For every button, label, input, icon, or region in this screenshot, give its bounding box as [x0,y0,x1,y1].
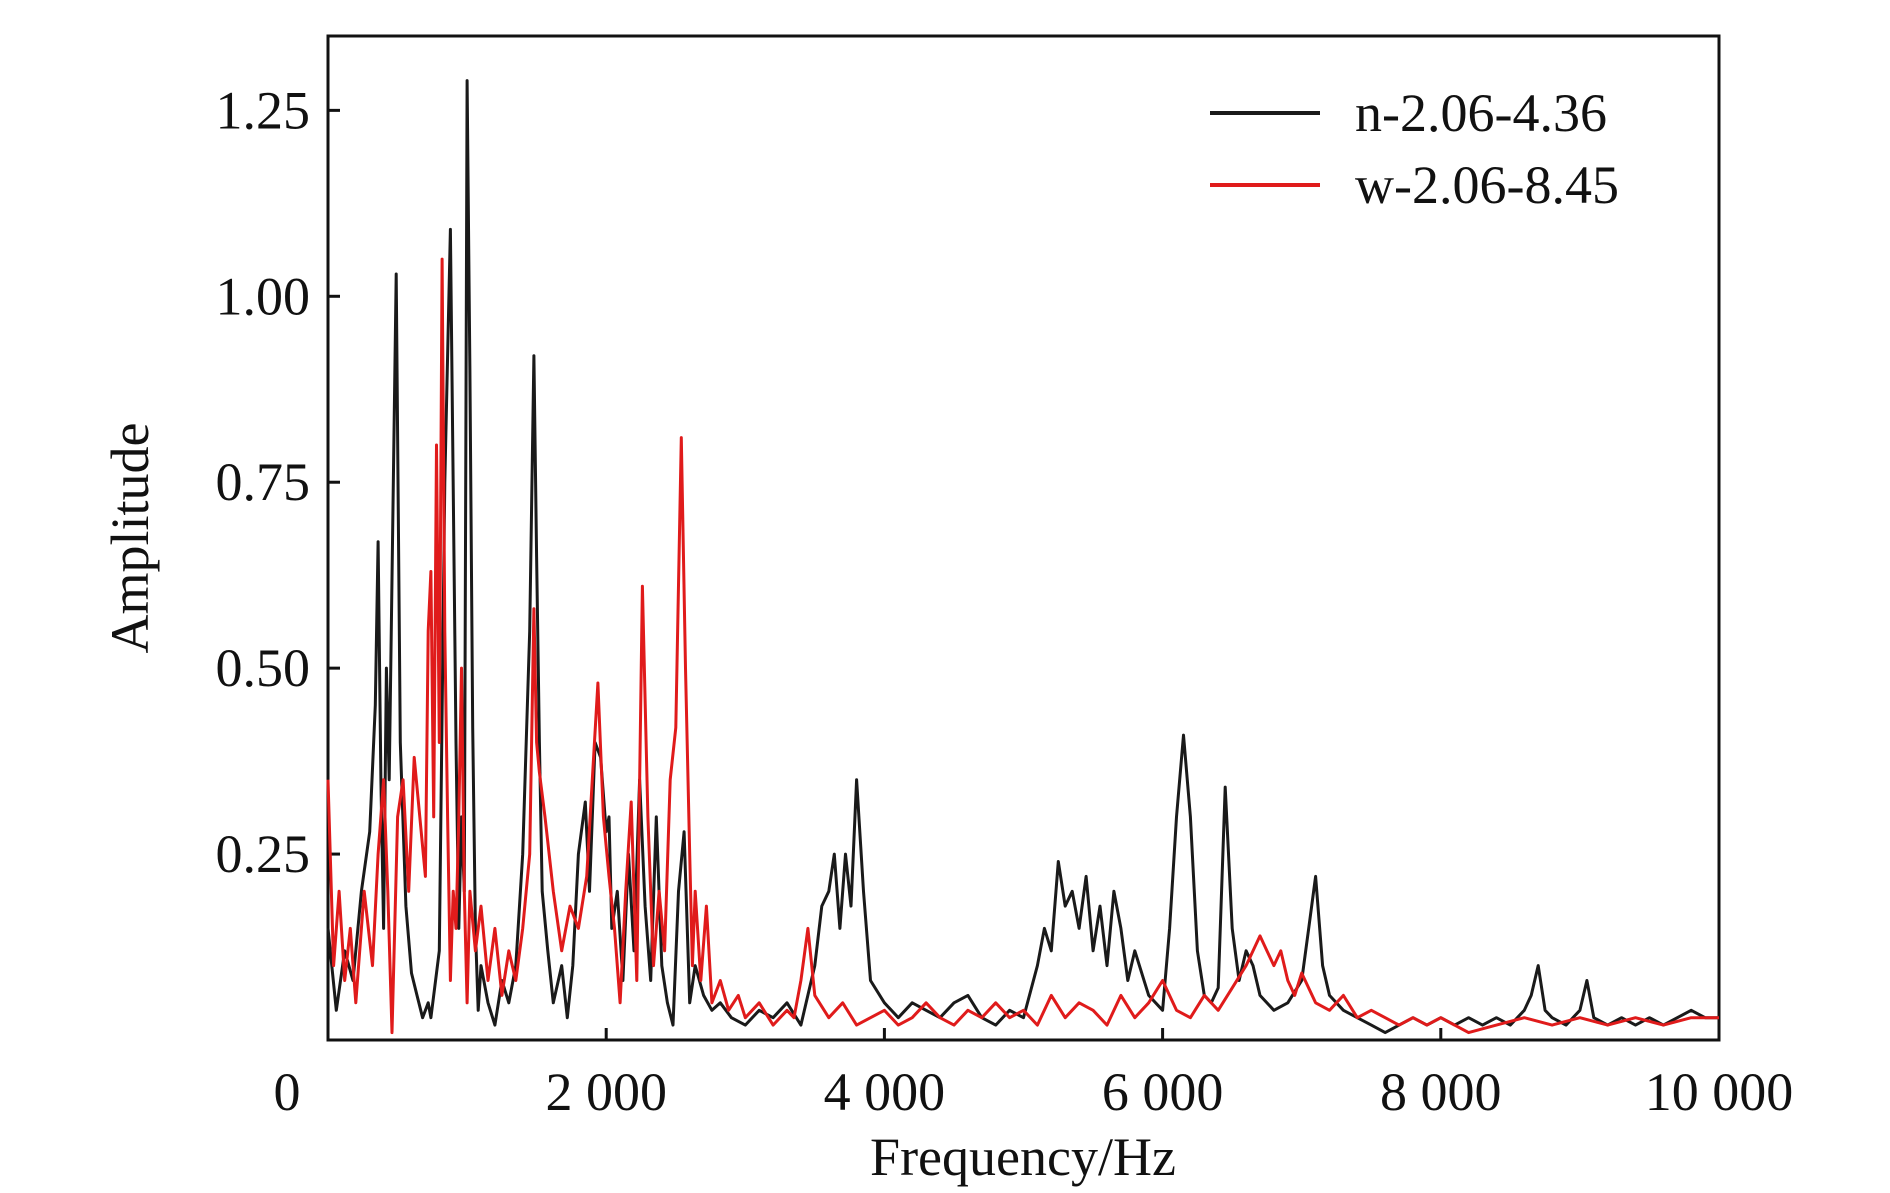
x-tick-label: 4 000 [824,1062,946,1122]
legend-label-w: w-2.06-8.45 [1355,155,1619,215]
x-tick-label: 6 000 [1102,1062,1224,1122]
origin-label: 0 [274,1062,301,1122]
y-tick-label: 1.25 [216,80,311,140]
plot-frame [326,34,1721,1042]
y-tick-label: 0.75 [216,452,311,512]
series-layer [326,79,1719,1035]
x-tick-label: 10 000 [1645,1062,1794,1122]
x-tick-label: 8 000 [1380,1062,1502,1122]
x-axis-ticks: 2 000 4 000 6 000 8 000 10 000 [545,1028,1793,1122]
legend: n-2.06-4.36 w-2.06-8.45 [1210,83,1619,215]
y-tick-label: 0.50 [216,638,311,698]
legend-label-n: n-2.06-4.36 [1355,83,1607,143]
x-axis-title: Frequency/Hz [870,1127,1176,1187]
series-line-n [326,79,1719,1035]
y-axis-ticks: 0.25 0.50 0.75 1.00 1.25 [216,80,340,884]
y-tick-label: 1.00 [216,266,311,326]
y-axis-title: Amplitude [100,423,160,654]
y-tick-label: 0.25 [216,824,311,884]
x-tick-label: 2 000 [545,1062,667,1122]
series-line-w [326,257,1719,1035]
